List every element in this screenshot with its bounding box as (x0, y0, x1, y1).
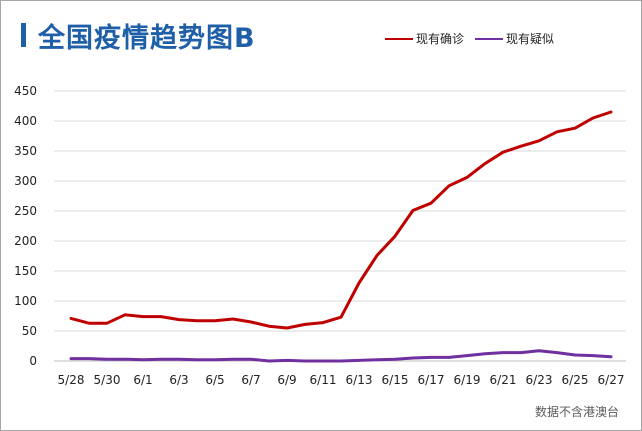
x-tick-label-6-1: 6/1 (133, 373, 152, 387)
x-tick-label-6-9: 6/9 (277, 373, 296, 387)
y-tick-label-150: 150 (14, 264, 37, 278)
x-tick-label-6-23: 6/23 (526, 373, 553, 387)
legend-swatch-suspected (475, 37, 503, 40)
legend-swatch-confirmed (385, 37, 413, 40)
y-tick-label-0: 0 (29, 354, 37, 368)
grid-lines (54, 90, 626, 362)
x-tick-label-6-13: 6/13 (346, 373, 373, 387)
legend-item-confirmed: 现有确诊 (385, 30, 464, 47)
y-axis-ticks: 0 50 100 150 200 250 300 350 400 450 (14, 84, 37, 368)
x-tick-label-6-27: 6/27 (598, 373, 625, 387)
x-tick-label-6-15: 6/15 (382, 373, 409, 387)
source-note: 数据不含港澳台 (534, 405, 619, 419)
x-tick-label-6-25: 6/25 (562, 373, 589, 387)
y-tick-label-350: 350 (14, 144, 37, 158)
y-tick-label-300: 300 (14, 174, 37, 188)
x-tick-label-6-21: 6/21 (490, 373, 517, 387)
x-tick-label-6-17: 6/17 (418, 373, 445, 387)
x-tick-label-6-5: 6/5 (205, 373, 224, 387)
series-line-1 (69, 349, 613, 363)
x-tick-label-6-3: 6/3 (169, 373, 188, 387)
series-line-0 (69, 110, 613, 330)
title-accent-bar (21, 23, 26, 47)
y-tick-label-250: 250 (14, 204, 37, 218)
x-tick-label-6-11: 6/11 (310, 373, 337, 387)
x-tick-label-5-30: 5/30 (94, 373, 121, 387)
chart-title: 全国疫情趋势图B (38, 23, 256, 54)
x-tick-label-6-7: 6/7 (241, 373, 260, 387)
series-lines (69, 110, 613, 363)
x-tick-label-5-28: 5/28 (58, 373, 85, 387)
y-tick-label-50: 50 (22, 324, 37, 338)
y-tick-label-100: 100 (14, 294, 37, 308)
legend-item-suspected: 现有疑似 (475, 30, 554, 47)
x-tick-label-6-19: 6/19 (454, 373, 481, 387)
y-tick-label-200: 200 (14, 234, 37, 248)
y-tick-label-400: 400 (14, 114, 37, 128)
legend-label-confirmed: 现有确诊 (416, 32, 465, 46)
x-axis-ticks: 5/28 5/30 6/1 6/3 6/5 6/7 6/9 6/11 6/13 6/15 6/17 6… (58, 373, 625, 387)
legend-label-suspected: 现有疑似 (506, 32, 555, 46)
y-tick-label-450: 450 (14, 84, 37, 98)
